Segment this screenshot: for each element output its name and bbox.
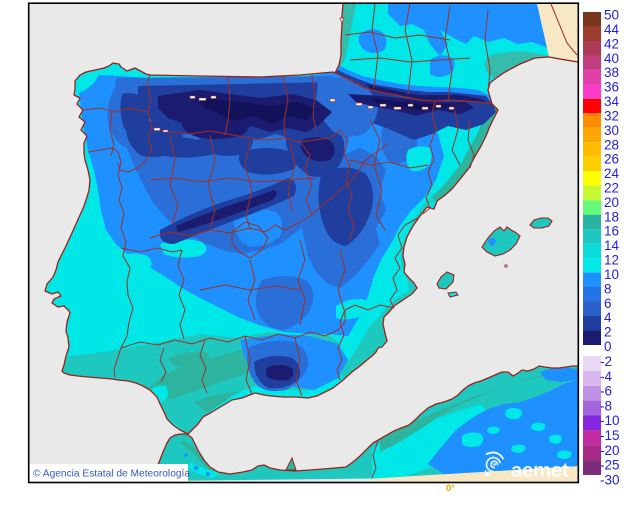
svg-text:42: 42 <box>604 36 619 51</box>
svg-text:8: 8 <box>604 281 612 296</box>
svg-text:20: 20 <box>604 195 619 210</box>
svg-text:26: 26 <box>604 152 619 167</box>
svg-text:2: 2 <box>604 325 612 340</box>
svg-text:28: 28 <box>604 137 619 152</box>
svg-text:0°: 0° <box>446 483 455 494</box>
svg-text:34: 34 <box>604 94 620 109</box>
svg-text:12: 12 <box>604 253 619 268</box>
svg-text:-4: -4 <box>600 369 612 384</box>
svg-text:10: 10 <box>604 267 619 282</box>
svg-text:44: 44 <box>604 22 620 37</box>
svg-text:-30: -30 <box>600 472 620 487</box>
svg-text:30: 30 <box>604 123 619 138</box>
svg-text:-20: -20 <box>600 443 620 458</box>
svg-text:-6: -6 <box>600 384 612 399</box>
svg-text:© Agencia Estatal de Meteorolo: © Agencia Estatal de Meteorología <box>33 469 190 480</box>
svg-text:-25: -25 <box>600 458 620 473</box>
svg-text:-10: -10 <box>600 413 620 428</box>
svg-text:4: 4 <box>604 310 612 325</box>
svg-text:32: 32 <box>604 108 619 123</box>
svg-text:16: 16 <box>604 224 619 239</box>
svg-text:18: 18 <box>604 209 619 224</box>
svg-text:24: 24 <box>604 166 620 181</box>
svg-text:6: 6 <box>604 296 612 311</box>
svg-text:-15: -15 <box>600 428 620 443</box>
svg-text:22: 22 <box>604 181 619 196</box>
svg-text:0: 0 <box>604 339 612 354</box>
svg-text:-2: -2 <box>600 354 612 369</box>
svg-text:aemet: aemet <box>511 459 569 482</box>
svg-text:50: 50 <box>604 8 619 23</box>
svg-text:38: 38 <box>604 65 619 80</box>
svg-text:14: 14 <box>604 238 620 253</box>
svg-text:40: 40 <box>604 51 619 66</box>
svg-text:36: 36 <box>604 80 619 95</box>
svg-text:-8: -8 <box>600 398 612 413</box>
